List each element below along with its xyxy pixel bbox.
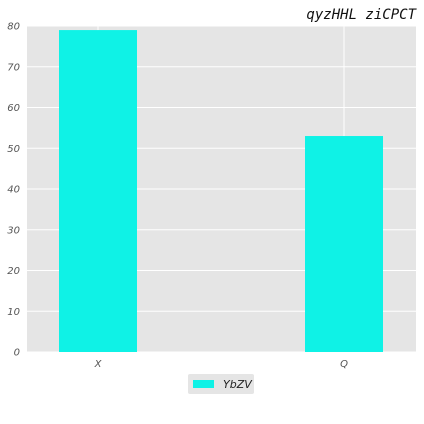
legend: YbZV	[188, 374, 254, 394]
bars	[59, 30, 383, 352]
legend-box	[188, 374, 254, 394]
y-tick-label: 80	[7, 22, 20, 33]
x-tick-label: Q	[340, 359, 348, 370]
y-tick-label: 40	[7, 185, 20, 196]
chart-title: qyzHHL ziCPCT	[306, 7, 417, 23]
bar-x	[59, 30, 137, 352]
y-tick-label: 50	[7, 144, 20, 155]
y-tick-label: 60	[7, 103, 20, 114]
bar-q	[305, 136, 383, 352]
y-tick-label: 30	[7, 225, 20, 236]
legend-swatch	[193, 380, 214, 388]
y-tick-label: 20	[7, 266, 20, 277]
y-tick-label: 70	[7, 62, 20, 73]
y-axis-ticks: 0 10 20 30 40 50 60 70 80	[7, 22, 20, 359]
y-tick-label: 0	[14, 348, 20, 359]
x-tick-label: X	[94, 359, 103, 370]
legend-label: YbZV	[223, 378, 253, 391]
y-tick-label: 10	[7, 307, 20, 318]
